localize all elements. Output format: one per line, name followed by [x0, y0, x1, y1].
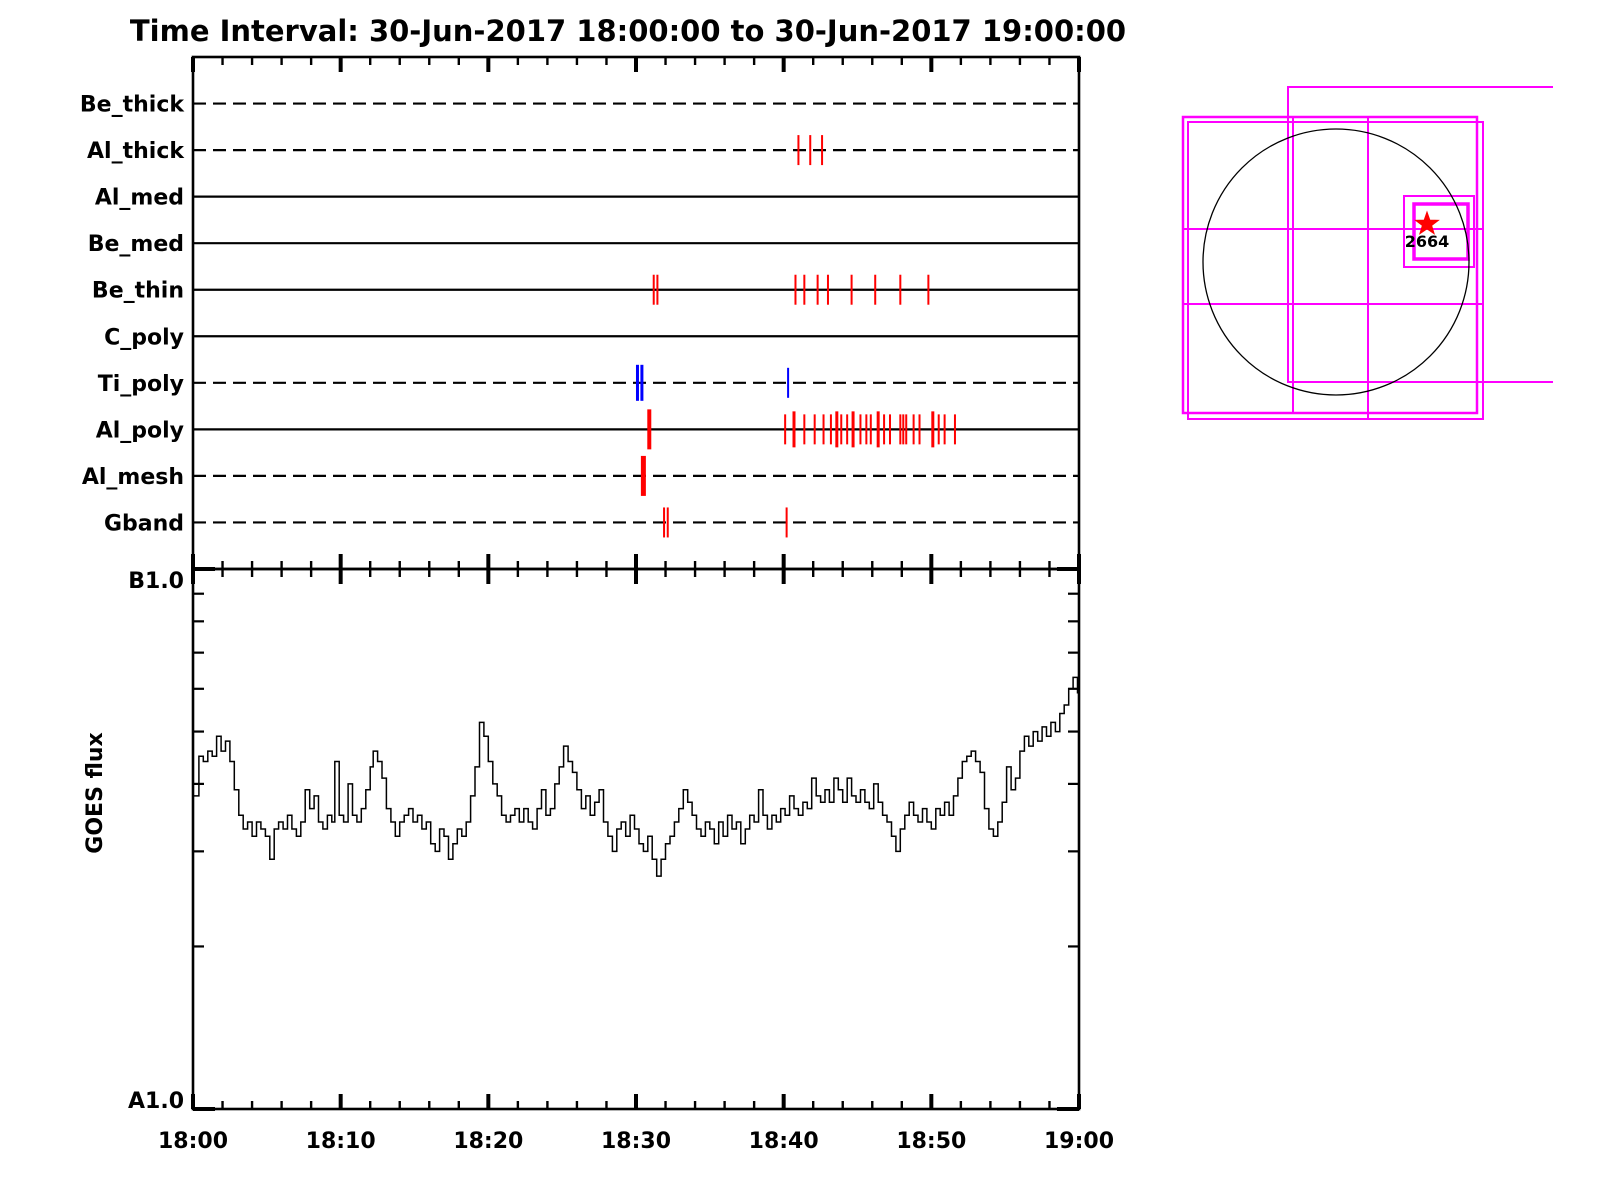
- channel-label: Ti_poly: [98, 372, 184, 397]
- timeline-panel-border: [191, 55, 1081, 571]
- x-tick-label: 18:50: [896, 1129, 966, 1154]
- channel-label: Al_mesh: [82, 465, 184, 490]
- channel-label: C_poly: [104, 325, 184, 350]
- x-tick-label: 18:20: [453, 1129, 523, 1154]
- active-region-star: [1414, 210, 1440, 235]
- channel-label: Be_thick: [80, 93, 185, 118]
- goes-y-bottom-label: A1.0: [128, 1089, 184, 1114]
- x-tick-label: 19:00: [1044, 1129, 1114, 1154]
- channel-label: Be_med: [88, 232, 184, 257]
- goes-y-axis-title: GOES flux: [83, 732, 108, 853]
- x-tick-label: 18:10: [306, 1129, 376, 1154]
- x-tick-label: 18:00: [158, 1129, 228, 1154]
- fov-box: [1403, 195, 1475, 268]
- x-tick-label: 18:40: [749, 1129, 819, 1154]
- fov-open-box: [1287, 86, 1553, 383]
- fov-box: [1181, 115, 1479, 415]
- goes-y-top-label: B1.0: [128, 569, 184, 594]
- channel-label: Gband: [104, 511, 184, 536]
- channel-label: Be_thin: [92, 279, 184, 304]
- channel-label: Al_med: [95, 186, 184, 211]
- channel-label: Al_poly: [96, 418, 184, 443]
- solar-disk: [1202, 128, 1470, 396]
- goes-panel-border: [191, 567, 1081, 1111]
- timeline-panel: Be_thick Al_thick Al_med Be_med Be_thin C_pol…: [80, 55, 1081, 1109]
- channel-label: Al_thick: [87, 139, 185, 164]
- fov-box: [1412, 202, 1470, 261]
- page-title: Time Interval: 30-Jun-2017 18:00:00 to 3…: [130, 14, 1126, 48]
- goes-flux-curve: [193, 676, 1080, 877]
- x-tick-label: 18:30: [601, 1129, 671, 1154]
- fov-box: [1187, 121, 1484, 420]
- sun-map: 2664: [1181, 86, 1553, 420]
- goes-panel: 18:00 18:10 18:20 18:30 18:40 18:50 19:00: [158, 567, 1114, 1154]
- active-region-label: 2664: [1405, 232, 1450, 251]
